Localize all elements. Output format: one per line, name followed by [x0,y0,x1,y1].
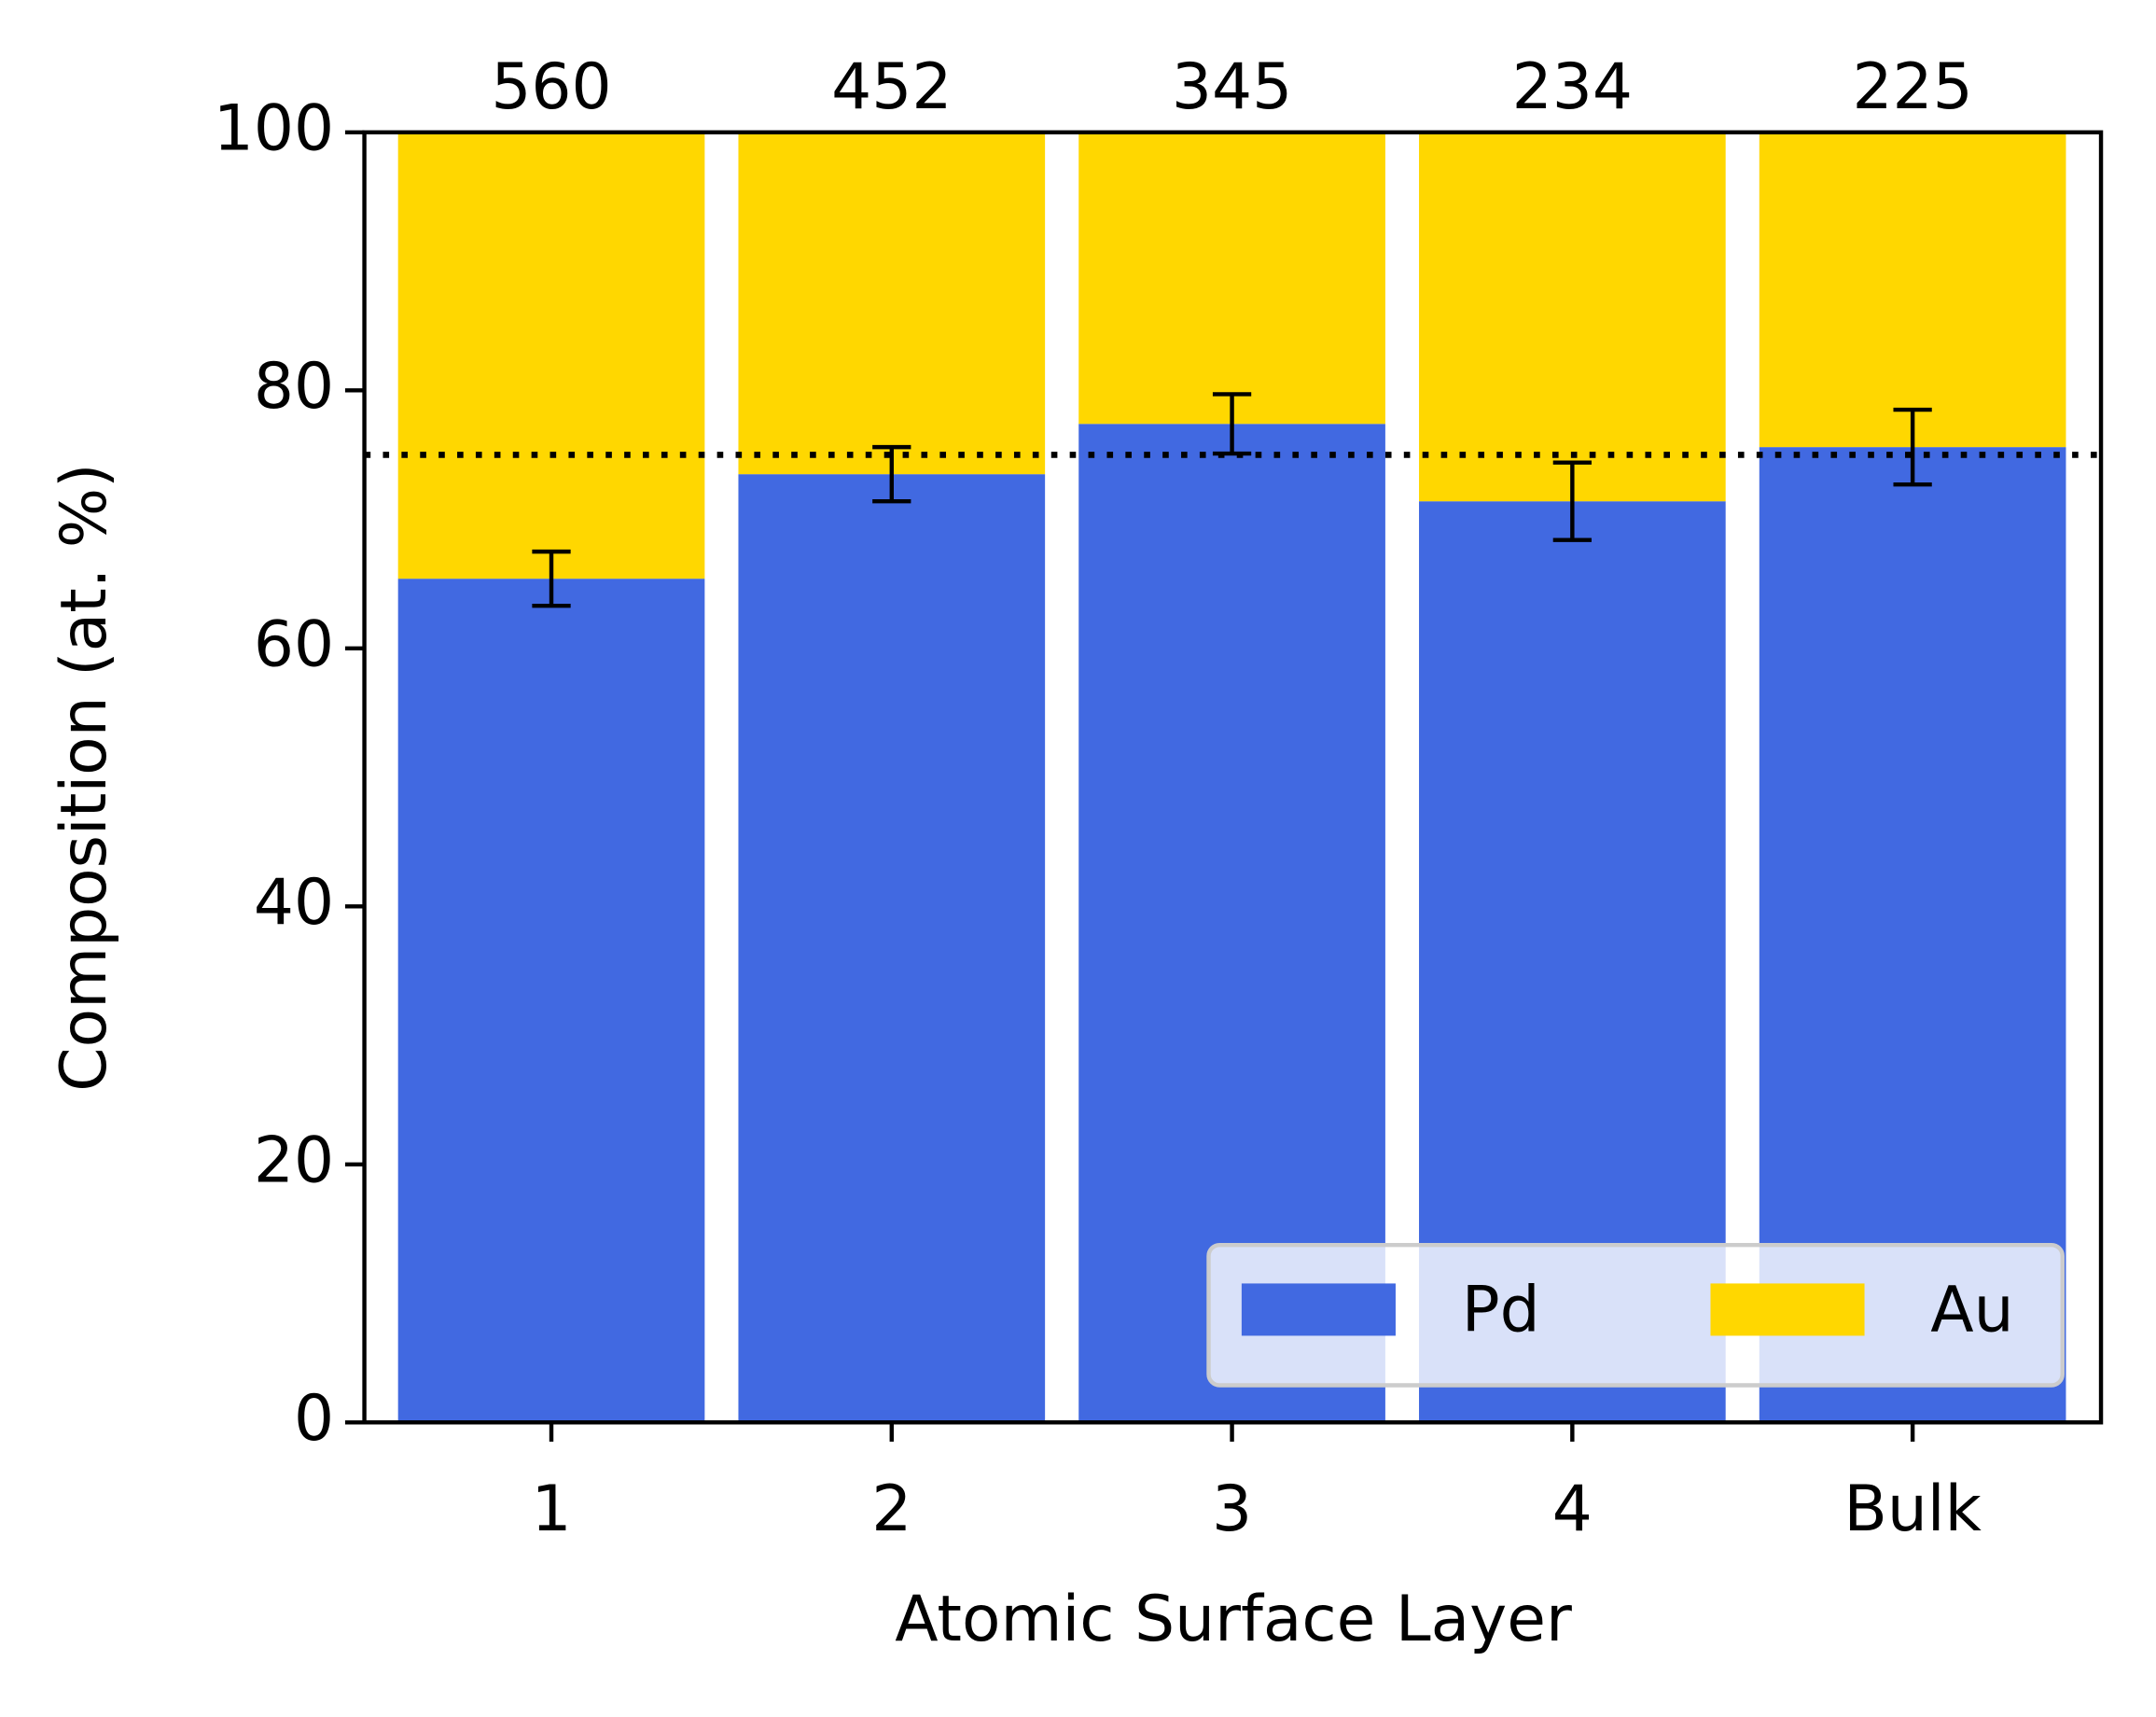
bar-count-label: 452 [831,49,952,123]
bar-segment [1419,132,1726,502]
x-tick-label: Bulk [1843,1472,1982,1545]
bar-segment [1078,132,1385,425]
x-tick-label: 2 [871,1472,911,1545]
error-bar [872,444,911,504]
error-bar [1552,460,1592,542]
y-tick-label: 0 [294,1381,334,1455]
bar-count-label: 234 [1512,49,1633,123]
legend-swatch [1241,1283,1396,1336]
bar-segment [738,474,1046,1423]
legend: Pd Au [1206,1242,2065,1388]
y-tick-label: 60 [254,607,334,680]
x-tick-label: 1 [531,1472,571,1545]
bar-segment [1759,132,2066,448]
bar-count-label: 560 [491,49,611,123]
bar-count-label: 225 [1852,49,1972,123]
legend-swatch [1710,1283,1865,1336]
error-bar [532,549,571,608]
legend-label: Pd [1462,1272,1540,1346]
bar-segment [397,132,705,579]
legend-label: Au [1930,1272,2013,1346]
error-bar [1212,392,1252,456]
y-tick-label: 100 [214,91,334,164]
bar-count-label: 345 [1172,49,1292,123]
y-tick-label: 20 [254,1123,334,1196]
bar-segment [738,132,1046,475]
y-tick-label: 80 [254,349,334,423]
x-tick-label: 3 [1212,1472,1252,1545]
error-bar [1893,407,1932,487]
y-tick-label: 40 [254,865,334,939]
x-tick-label: 4 [1552,1472,1593,1545]
y-axis-label: Composition (at. %) [47,463,120,1091]
x-axis-label: Atomic Surface Layer [895,1582,1572,1655]
bar-segment [397,579,705,1423]
legend-box [1206,1242,2065,1388]
